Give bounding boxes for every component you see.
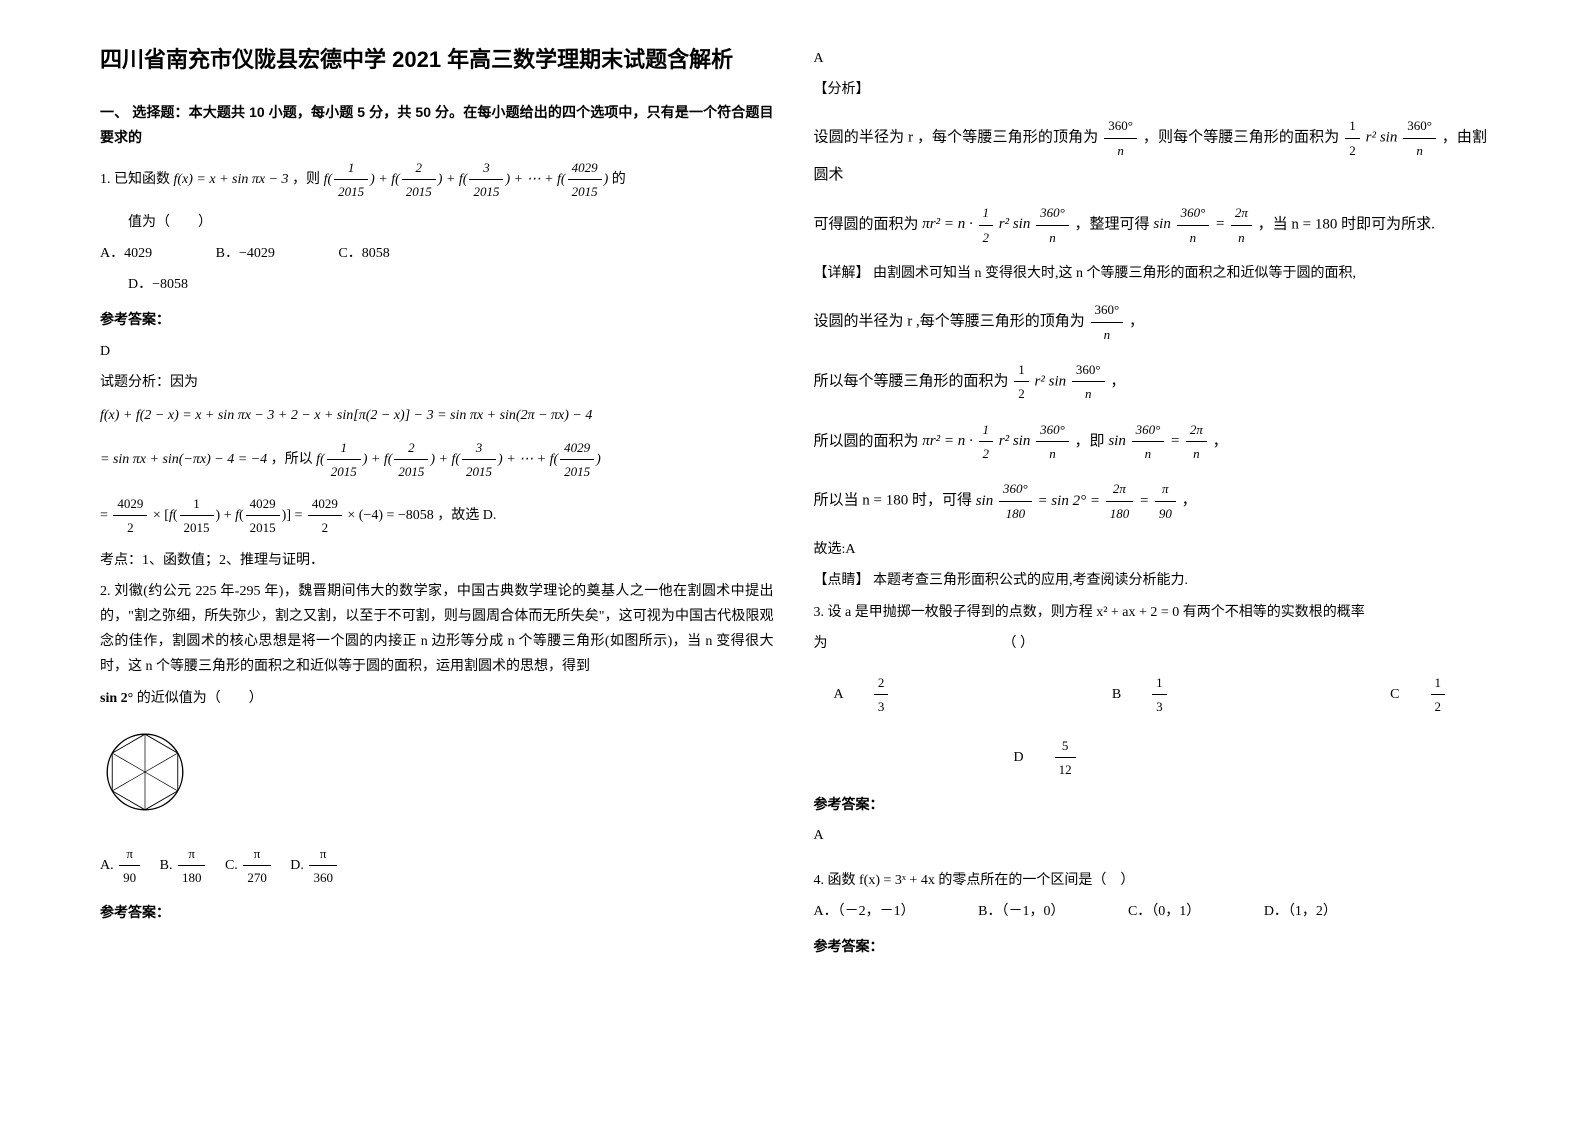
q1-stem: 1. 已知函数 f(x) = x + sin πx − 3 ，则 f(12015… <box>100 156 774 204</box>
q2-guxuan: 故选:A <box>814 537 1488 562</box>
q4-opt-a: A．（－2，－1） <box>814 899 915 924</box>
q1-answer: D <box>100 339 774 364</box>
q2-answer-label: 参考答案： <box>100 900 774 925</box>
q2-det-line4: 所以当 n = 180 时，可得 sin 360°180 = sin 2° = … <box>814 477 1488 525</box>
q2-fenxi-line1: 设圆的半径为 r ，每个等腰三角形的顶角为 360°n ，则每个等腰三角形的面积… <box>814 114 1488 189</box>
q1-opt-d: −8058 <box>152 277 188 292</box>
page-title: 四川省南充市仪陇县宏德中学 2021 年高三数学理期末试题含解析 <box>100 40 774 80</box>
q3-opt-b: B 13 <box>1112 671 1169 719</box>
left-column: 四川省南充市仪陇县宏德中学 2021 年高三数学理期末试题含解析 一、 选择题：… <box>80 40 794 1082</box>
q2-answer: A <box>814 46 1488 71</box>
q3-opt-d: D 512 <box>1014 734 1488 782</box>
right-column: A 【分析】 设圆的半径为 r ，每个等腰三角形的顶角为 360°n ，则每个等… <box>794 40 1508 1082</box>
q3-text: 3. 设 a 是甲抛掷一枚骰子得到的点数，则方程 x² + ax + 2 = 0… <box>814 600 1488 625</box>
circle-diagram <box>100 727 190 817</box>
q2-text: 2. 刘徽(约公元 225 年-295 年)，魏晋期间伟大的数学家，中国古典数学… <box>100 579 774 680</box>
q1-work3: f(12015) + f(22015) + f(32015) + ⋯ + f(4… <box>316 452 601 467</box>
q2-options: A. π90 B. π180 C. π270 D. π360 <box>100 842 774 890</box>
q1-prefix: 1. 已知函数 <box>100 172 170 187</box>
q1-opt-b: B．−4029 <box>216 241 275 266</box>
q1-work2: = sin πx + sin(−πx) − 4 = −4 ，所以 f(12015… <box>100 436 774 484</box>
q4-answer-label: 参考答案： <box>814 934 1488 959</box>
q4-options: A．（－2，－1） B．（－1，0） C．（0，1） D．（1，2） <box>814 899 1488 924</box>
q3-answer: A <box>814 823 1488 848</box>
q4-opt-d: D．（1，2） <box>1264 904 1337 919</box>
q1-options-row2: D．−8058 <box>100 272 774 297</box>
q3-opt-c: C 12 <box>1390 671 1447 719</box>
q2-fenxi-line2: 可得圆的面积为 πr² = n · 12 r² sin 360°n ，整理可得 … <box>814 201 1488 249</box>
q2-sin2: sin 2° 的近似值为（ ） <box>100 686 774 711</box>
q2-det-line1: 设圆的半径为 r ,每个等腰三角形的顶角为 360°n ， <box>814 298 1488 346</box>
q1-line2: 值为（ ） <box>100 210 774 235</box>
q3-line2: 为 （ ） <box>814 631 1488 656</box>
q3-options-row1: A 23 B 13 C 12 <box>834 671 1448 719</box>
q4-opt-b: B．（－1，0） <box>978 899 1064 924</box>
q1-analysis-label: 试题分析：因为 <box>100 370 774 395</box>
q1-then: ，则 <box>292 172 320 187</box>
q1-fdef: f(x) = x + sin πx − 3 <box>174 172 289 187</box>
q3-answer-label: 参考答案： <box>814 792 1488 817</box>
q2-fenxi-label: 【分析】 <box>814 77 1488 102</box>
q4-text: 4. 函数 f(x) = 3ˣ + 4x 的零点所在的一个区间是（ ） <box>814 868 1488 893</box>
q1-answer-label: 参考答案： <box>100 307 774 332</box>
q1-expr: f(12015) + f(22015) + f(32015) + ⋯ + f(4… <box>324 172 612 187</box>
q1-suffix: 的 <box>612 172 626 187</box>
q4-opt-c: C．（0，1） <box>1128 899 1200 924</box>
q1-work4: = 40292 × [f(12015) + f(40292015)] = 402… <box>100 492 774 540</box>
q1-options-row1: A．4029 B．−4029 C．8058 <box>100 241 774 266</box>
q1-kaodian: 考点：1、函数值；2、推理与证明． <box>100 548 774 573</box>
q2-xiangjie: 【详解】 由割圆术可知当 n 变得很大时,这 n 个等腰三角形的面积之和近似等于… <box>814 261 1488 286</box>
q1-opt-c: C．8058 <box>338 241 389 266</box>
q2-det-line2: 所以每个等腰三角形的面积为 12 r² sin 360°n ， <box>814 358 1488 406</box>
q3-options-row2: D 512 <box>1014 734 1488 782</box>
q3-opt-a: A 23 <box>834 671 891 719</box>
section-heading: 一、 选择题：本大题共 10 小题，每小题 5 分，共 50 分。在每小题给出的… <box>100 100 774 150</box>
q1-opt-a: A．4029 <box>100 241 152 266</box>
q1-work1: f(x) + f(2 − x) = x + sin πx − 3 + 2 − x… <box>100 403 774 428</box>
q2-diansui: 【点睛】 本题考查三角形面积公式的应用,考查阅读分析能力. <box>814 568 1488 593</box>
q2-det-line3: 所以圆的面积为 πr² = n · 12 r² sin 360°n ，即 sin… <box>814 418 1488 466</box>
